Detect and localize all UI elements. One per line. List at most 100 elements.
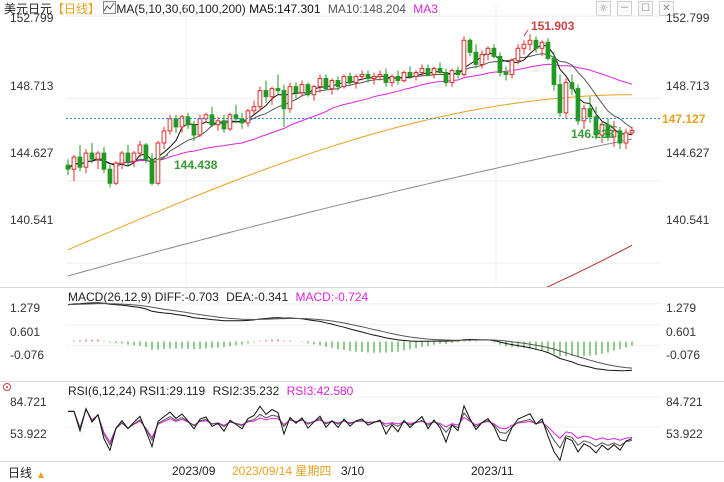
macd-tick-right: 1.279 — [666, 301, 697, 315]
candle — [293, 82, 299, 99]
ma-params[interactable]: MA(5,10,30,60,100,200) — [116, 2, 246, 16]
candle — [173, 114, 179, 133]
candle — [491, 44, 497, 59]
candle-body — [377, 74, 383, 77]
candle — [407, 66, 413, 79]
candle — [215, 116, 221, 131]
price-chart[interactable] — [0, 0, 724, 288]
macd-tick-left: -0.076 — [10, 348, 45, 362]
candle-body — [527, 39, 533, 45]
candle — [107, 165, 113, 188]
candle — [65, 159, 71, 176]
candle — [101, 147, 107, 174]
candle-body — [251, 106, 257, 112]
candle — [95, 151, 101, 170]
high-marker-line — [523, 29, 529, 37]
rsi1-line — [68, 404, 633, 462]
chart-legend: 美元日元【日线】 MA(5,10,30,60,100,200) MA5:147.… — [4, 1, 438, 16]
candle — [485, 46, 491, 61]
maximize-icon[interactable]: ☐ — [638, 1, 653, 16]
settings-icon[interactable]: ☼ — [596, 1, 611, 16]
candle — [335, 76, 341, 91]
candle — [233, 104, 239, 123]
candle-body — [173, 118, 179, 128]
minimize-icon[interactable]: － — [617, 1, 632, 16]
candle — [383, 68, 389, 87]
y-tick-left: 140.541 — [10, 213, 54, 227]
candle-body — [245, 110, 251, 124]
candle-body — [575, 88, 581, 122]
candle — [419, 64, 425, 77]
candle — [395, 70, 401, 85]
crosshair-date-label: 2023/09/14 星期四 — [232, 464, 332, 478]
macd-tick-left: 0.601 — [10, 325, 41, 339]
candle — [581, 104, 587, 129]
candle — [191, 120, 197, 141]
candle-body — [395, 76, 401, 81]
candle-body — [383, 74, 389, 84]
rsi-chart[interactable] — [0, 382, 724, 462]
candle-body — [125, 152, 131, 162]
period-tag[interactable]: 【日线】 — [52, 2, 101, 16]
candle — [329, 78, 335, 95]
candle-body — [497, 55, 503, 74]
candle-body — [77, 156, 83, 168]
candle-body — [167, 118, 173, 132]
rsi2-value: RSI2:35.232 — [212, 384, 280, 398]
ma10-value: MA10:148.204 — [327, 2, 406, 16]
rsi-params[interactable]: RSI(6,12,24) — [68, 384, 137, 398]
candle — [425, 64, 431, 77]
rsi-tick-left: 84.721 — [10, 395, 47, 409]
rsi-legend: RSI(6,12,24) RSI1:29.119 RSI2:35.232 RSI… — [68, 384, 353, 398]
candle — [311, 84, 317, 101]
close-icon[interactable]: ✕ — [659, 1, 674, 16]
candle — [497, 52, 503, 77]
candle-body — [587, 108, 593, 118]
candle-body — [137, 144, 143, 154]
candle-body — [287, 86, 293, 110]
ma-settings-icon[interactable] — [103, 1, 117, 14]
candle — [449, 68, 455, 87]
candle — [143, 142, 149, 164]
period-switch-button[interactable]: 日线 — [8, 464, 32, 481]
candle-body — [293, 86, 299, 94]
candle-body — [455, 70, 461, 75]
candle-body — [197, 118, 203, 136]
candle — [149, 153, 155, 186]
candle-body — [203, 114, 209, 120]
candle — [521, 40, 527, 55]
candle-body — [275, 88, 281, 92]
candle-body — [599, 124, 605, 136]
candle — [203, 112, 209, 123]
candle-body — [149, 158, 155, 184]
macd-chart[interactable] — [0, 288, 724, 382]
candle-body — [65, 164, 71, 170]
low-price-label: 144.438 — [174, 158, 218, 172]
candle-body — [485, 47, 491, 55]
candle-body — [335, 80, 341, 87]
candle — [125, 145, 131, 166]
macd-params[interactable]: MACD(26,12,9) — [68, 290, 152, 304]
candle-body — [221, 120, 227, 130]
candle-body — [155, 142, 161, 184]
candle-body — [131, 152, 137, 162]
candle-body — [113, 162, 119, 184]
candle-body — [215, 120, 221, 126]
candle — [167, 114, 173, 135]
candle-body — [509, 59, 515, 76]
candle-body — [185, 116, 191, 126]
candle-body — [533, 39, 539, 49]
candle-body — [437, 68, 443, 73]
candle — [527, 34, 533, 51]
ma10-line — [67, 53, 633, 170]
period-dropdown-icon[interactable] — [37, 468, 45, 482]
candle-body — [179, 116, 185, 128]
candle — [239, 112, 245, 129]
rsi-settings-icon[interactable] — [2, 382, 12, 392]
x-tick-date: 2023/09 — [172, 464, 216, 478]
candle-body — [431, 68, 437, 75]
y-tick-right: 152.799 — [666, 11, 710, 25]
panel-divider — [0, 381, 724, 382]
candle — [287, 82, 293, 113]
candle-body — [617, 130, 623, 144]
